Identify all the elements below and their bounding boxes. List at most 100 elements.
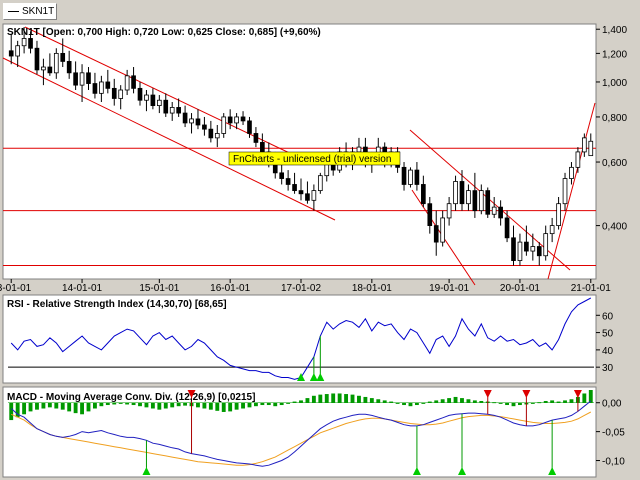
- macd-buy-marker: [457, 467, 466, 475]
- candle-body: [137, 87, 143, 101]
- rsi-y-tick-label: 50: [602, 329, 614, 340]
- macd-bar: [112, 402, 117, 405]
- candle-body: [511, 237, 516, 261]
- trendline-1[interactable]: [2, 57, 336, 221]
- candle-body: [575, 151, 581, 168]
- candle-body: [163, 99, 169, 114]
- candle-body: [60, 52, 66, 62]
- rsi-y-tick-label: 40: [602, 346, 614, 357]
- x-tick-label: 13-01-01: [0, 283, 32, 294]
- candle-body: [169, 107, 175, 114]
- rsi-buy-marker: [297, 373, 305, 381]
- tab-symbol-label: SKN1T: [22, 6, 55, 17]
- macd-bar: [260, 402, 265, 406]
- macd-bar: [163, 402, 168, 409]
- candle-body: [472, 190, 478, 212]
- price-y-axis: 1,400 1,200 1,000 0,800 0,600 0,400: [596, 25, 627, 233]
- candle-body: [543, 233, 549, 257]
- macd-buy-marker: [142, 467, 151, 475]
- macd-bar: [196, 402, 200, 408]
- x-tick-label: 14-01-01: [62, 283, 102, 294]
- candle-body: [21, 38, 27, 47]
- macd-bar: [369, 398, 374, 403]
- candle-body: [478, 190, 484, 212]
- macd-bar: [518, 402, 522, 406]
- candle-body: [569, 166, 574, 179]
- candle-body: [562, 178, 568, 205]
- macd-bar: [118, 402, 123, 404]
- x-tick-label: 16-01-01: [210, 283, 250, 294]
- candle-body: [253, 133, 259, 143]
- watermark-text: FnCharts - unlicensed (trial) version: [233, 154, 391, 165]
- macd-bar: [395, 402, 400, 404]
- macd-y-axis: 0,00 -0,05 -0,10: [596, 399, 625, 468]
- candle-body: [156, 99, 162, 107]
- candle-body: [459, 181, 465, 205]
- macd-buy-marker: [412, 467, 421, 475]
- price-y-tick-label: 0,800: [602, 113, 627, 124]
- candle-body: [427, 203, 433, 226]
- macd-y-tick-label: -0,05: [602, 428, 625, 439]
- macd-y-tick-label: -0,10: [602, 457, 625, 468]
- candle-body: [401, 166, 407, 185]
- macd-signal-line: [10, 411, 592, 466]
- macd-bar: [138, 402, 142, 407]
- support-lines: [3, 147, 596, 267]
- trendline-5[interactable]: [547, 102, 596, 280]
- candle-body: [124, 75, 130, 91]
- candle-body: [356, 146, 362, 153]
- macd-bar: [286, 402, 291, 404]
- candle-body: [414, 169, 420, 185]
- tab-bar: SKN1T: [0, 0, 640, 22]
- candle-body: [73, 72, 78, 86]
- macd-bar: [292, 401, 297, 403]
- tab-symbol[interactable]: SKN1T: [3, 3, 57, 20]
- price-y-tick-label: 1,000: [602, 78, 627, 89]
- candle-body: [8, 50, 14, 57]
- candle-body: [34, 47, 40, 71]
- candle-body: [311, 190, 317, 201]
- macd-bar: [202, 402, 207, 409]
- macd-bar: [582, 393, 587, 403]
- macd-bar: [472, 400, 477, 403]
- macd-bar: [511, 402, 516, 407]
- rsi-y-tick-label: 60: [602, 311, 614, 322]
- macd-bar: [466, 399, 471, 403]
- candle-body: [582, 137, 587, 153]
- x-tick-label: 15-01-01: [139, 283, 179, 294]
- line-icon: [8, 11, 19, 12]
- candle-body: [517, 241, 523, 261]
- price-y-tick-label: 1,200: [602, 49, 627, 60]
- candle-body: [298, 190, 304, 195]
- candle-body: [504, 217, 510, 239]
- macd-bar: [337, 393, 342, 403]
- x-axis: 13-01-01 14-01-01 15-01-01 16-01-01 17-01-02…: [0, 279, 611, 294]
- macd-bar: [447, 398, 452, 403]
- macd-bar: [421, 402, 426, 404]
- candle-body: [317, 175, 323, 192]
- x-tick-label: 20-01-01: [500, 283, 540, 294]
- candle-body: [221, 116, 227, 134]
- macd-bar: [492, 402, 497, 404]
- macd-markers: [142, 390, 582, 475]
- candle-body: [240, 116, 246, 122]
- macd-bar: [479, 400, 484, 403]
- macd-bar: [350, 394, 355, 403]
- candle-body: [118, 89, 124, 99]
- macd-bar: [357, 395, 361, 403]
- rsi-markers: [297, 336, 325, 381]
- macd-bar: [311, 395, 316, 403]
- macd-bar: [324, 394, 329, 403]
- macd-title: MACD - Moving Average Conv. Div. (12,26,…: [7, 392, 255, 403]
- macd-bar: [453, 396, 458, 403]
- rsi-title: RSI - Relative Strength Index (14,30,70)…: [7, 299, 227, 310]
- macd-bar: [299, 400, 303, 403]
- macd-bar: [505, 402, 509, 406]
- candle-body: [208, 128, 214, 139]
- macd-sell-marker: [483, 390, 492, 398]
- candle-body: [227, 116, 233, 124]
- macd-bar: [537, 402, 542, 404]
- candle-body: [28, 38, 33, 49]
- price-y-tick-label: 1,400: [602, 25, 627, 36]
